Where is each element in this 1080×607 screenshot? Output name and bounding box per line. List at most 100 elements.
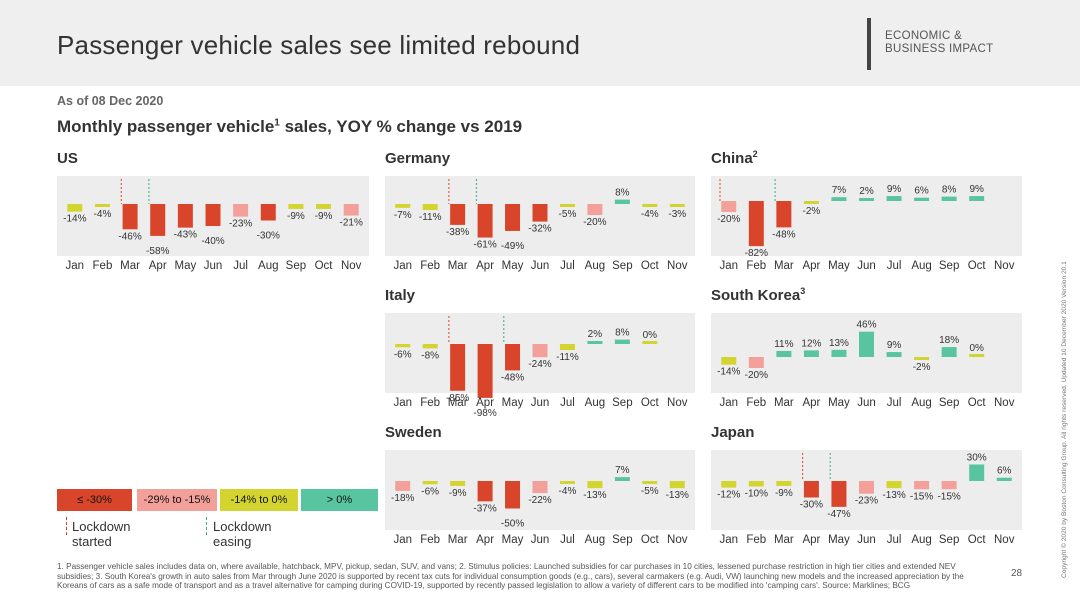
bar-sep (941, 196, 957, 201)
data-label: -23% (855, 496, 878, 507)
tick-label: Sep (286, 260, 306, 272)
bar-feb (422, 481, 438, 485)
chart-title-text: China (711, 150, 753, 167)
data-label: -9% (315, 211, 333, 222)
bar-feb (94, 204, 110, 207)
data-label: -22% (528, 495, 551, 506)
bar-apr (803, 201, 819, 204)
bar-feb (748, 201, 764, 247)
data-label: -13% (882, 490, 905, 501)
data-label: -49% (501, 241, 524, 252)
tick-label: Feb (420, 534, 440, 546)
subtitle-footnote-mark: 1 (274, 117, 280, 129)
bar-apr (477, 481, 493, 502)
bar-aug (914, 357, 930, 360)
bar-mar (450, 344, 466, 391)
bar-apr (803, 350, 819, 357)
header-tag-line1: ECONOMIC & (885, 30, 963, 42)
legend-bucket-label: -14% to 0% (230, 494, 288, 506)
legend-bucket-label: -29% to -15% (143, 494, 211, 506)
header-bar (0, 0, 1080, 86)
bar-jul (559, 481, 575, 484)
bar-jun (859, 481, 874, 494)
data-label: -48% (772, 229, 795, 240)
bar-nov (669, 204, 685, 207)
tick-label: Sep (612, 397, 632, 409)
tick-label: Nov (994, 260, 1015, 272)
bar-aug (914, 481, 930, 490)
data-label: -11% (556, 352, 579, 363)
data-label: -3% (668, 209, 686, 220)
bar-jul (559, 204, 575, 207)
bar-feb (748, 357, 764, 368)
data-label: -4% (641, 209, 659, 220)
chart-germany: -7% Jan -11% Feb -38% Mar -61% Apr -49% May -32% Ju… (385, 176, 695, 272)
data-label: -13% (666, 490, 689, 501)
tick-label: Apr (802, 534, 820, 546)
data-label: 0% (643, 330, 658, 341)
data-label: 13% (829, 338, 849, 349)
chart-subtitle: Monthly passenger vehicle1 sales, YOY % … (57, 117, 522, 137)
chart-title-sweden: Sweden (385, 423, 442, 441)
tick-label: Apr (476, 397, 494, 409)
data-label: -30% (800, 500, 823, 511)
legend-lockdown-easing-label: Lockdown easing (213, 519, 272, 549)
bar-sep (288, 204, 304, 209)
data-label: 9% (887, 184, 902, 195)
legend-bucket-minus14-to-0: -14% to 0% (220, 489, 298, 511)
tick-label: Nov (667, 534, 688, 546)
tick-label: Aug (258, 260, 278, 272)
bar-jan (721, 357, 737, 365)
bar-oct (969, 464, 985, 481)
copyright-notice: Copyright © 2020 by Boston Consulting Gr… (1061, 261, 1068, 578)
data-label: -21% (340, 218, 363, 229)
bar-jun (532, 204, 548, 222)
tick-label: Jan (393, 397, 412, 409)
chart-sweden: -18% Jan -6% Feb -9% Mar -37% Apr -50% May -22% Jun… (385, 450, 695, 546)
data-label: 8% (615, 188, 630, 199)
chart-title-text: Sweden (385, 424, 442, 441)
bar-jan (395, 204, 411, 208)
data-label: -40% (201, 236, 224, 247)
tick-label: Apr (802, 397, 820, 409)
tick-label: Jul (560, 397, 575, 409)
chart-title-text: South Korea (711, 287, 801, 304)
chart-title-sup: 2 (752, 149, 758, 159)
bar-jul (886, 196, 902, 201)
bar-jan (721, 481, 737, 488)
bar-may (505, 204, 521, 231)
bar-apr (803, 481, 819, 498)
data-label: -46% (118, 231, 141, 242)
tick-label: Nov (667, 397, 688, 409)
data-label: -10% (745, 489, 768, 500)
bar-jun (532, 481, 548, 494)
data-label: 12% (801, 338, 821, 349)
page-number: 28 (1011, 568, 1023, 579)
data-label: 8% (942, 185, 957, 196)
tick-label: Apr (476, 260, 494, 272)
bar-aug (260, 204, 276, 221)
tick-label: Jan (66, 260, 85, 272)
legend-bucket-minus29-to-minus15: -29% to -15% (137, 489, 217, 511)
bar-sep (941, 481, 957, 490)
bar-feb (422, 204, 438, 211)
tick-label: Jul (887, 260, 902, 272)
tick-label: Oct (641, 534, 660, 546)
tick-label: Jun (204, 260, 223, 272)
data-label: -2% (913, 362, 931, 373)
tick-label: May (828, 397, 850, 409)
data-label: -20% (583, 217, 606, 228)
tick-label: Nov (994, 397, 1015, 409)
data-label: -15% (937, 491, 960, 502)
tick-label: Mar (774, 534, 794, 546)
legend-bucket-label: ≤ -30% (77, 494, 112, 506)
tick-label: May (828, 534, 850, 546)
tick-label: Jan (719, 260, 738, 272)
bar-jun (859, 331, 874, 357)
data-label: -30% (257, 231, 280, 242)
data-label: -20% (745, 370, 768, 381)
data-label: -38% (446, 227, 469, 238)
data-label: 8% (615, 328, 630, 339)
legend-bucket-gt0: > 0% (301, 489, 378, 511)
tick-label: May (828, 260, 850, 272)
